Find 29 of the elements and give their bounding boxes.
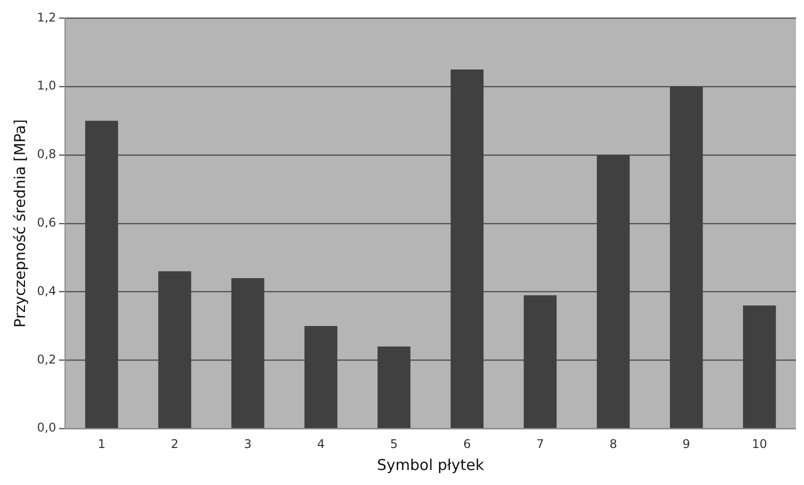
x-tick-label: 3 xyxy=(244,436,252,451)
bar xyxy=(304,326,338,428)
x-tick-label: 6 xyxy=(463,436,471,451)
bar xyxy=(524,295,557,428)
bar xyxy=(231,278,264,428)
bar xyxy=(450,70,484,428)
y-tick-label: 0,6 xyxy=(36,216,56,230)
bar xyxy=(158,271,192,428)
x-tick-label: 1 xyxy=(98,436,106,451)
x-axis-title: Symbol płytek xyxy=(376,456,484,474)
y-tick-label: 0,0 xyxy=(36,420,56,435)
bar xyxy=(743,305,776,428)
y-axis-title: Przyczepność średnia [MPa] xyxy=(10,119,29,328)
x-tick-label: 4 xyxy=(317,436,325,451)
y-tick-label: 0,8 xyxy=(36,147,56,162)
y-tick-label: 1,0 xyxy=(36,78,56,93)
bar xyxy=(596,155,630,428)
x-tick-label: 9 xyxy=(682,436,690,451)
y-tick-label: 1,2 xyxy=(36,10,56,24)
bar xyxy=(378,346,410,428)
x-tick-label: 5 xyxy=(390,436,398,451)
x-tick-label: 2 xyxy=(170,436,179,451)
x-tick-label: 8 xyxy=(609,436,618,451)
x-tick-label: 10 xyxy=(752,436,768,451)
bar xyxy=(85,120,118,428)
y-tick-label: 0,2 xyxy=(36,352,56,366)
x-tick-label: 7 xyxy=(536,436,544,451)
bar xyxy=(670,86,703,428)
y-tick-label: 0,4 xyxy=(36,284,56,298)
